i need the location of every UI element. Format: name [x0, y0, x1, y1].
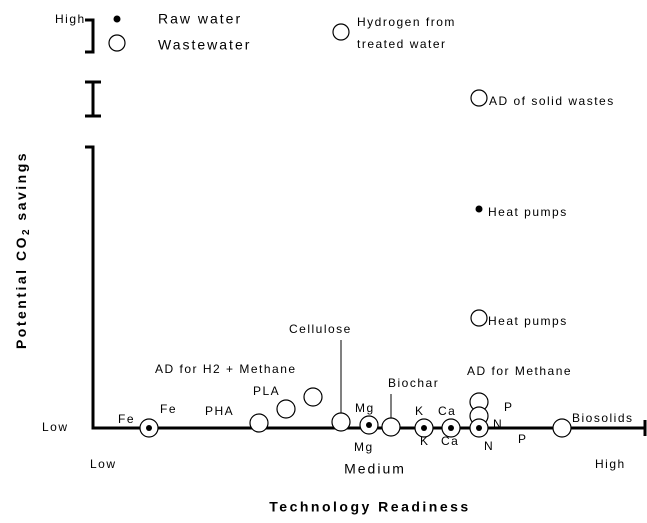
label: Heat pumps — [488, 205, 568, 219]
y-title: Potential CO2 savings — [13, 151, 32, 349]
label: Cellulose — [289, 322, 352, 336]
legend-hydrogen: Hydrogen from — [357, 15, 456, 29]
point — [470, 89, 488, 107]
x-title: Technology Readiness — [269, 499, 470, 515]
label: Fe — [160, 402, 177, 416]
x-medium: Medium — [344, 461, 406, 477]
y-low: Low — [42, 420, 69, 434]
point-dot — [421, 425, 427, 431]
y-title-sub: 2 — [21, 227, 32, 235]
x-low: Low — [90, 457, 117, 471]
y-title-a: Potential CO — [13, 235, 29, 349]
label: Heat pumps — [488, 314, 568, 328]
label: N — [493, 417, 503, 431]
legend-hydrogen: treated water — [357, 37, 447, 51]
label: Biosolids — [572, 411, 634, 425]
point — [470, 309, 488, 327]
point — [331, 412, 351, 432]
point — [303, 387, 323, 407]
y-title-b: savings — [13, 151, 29, 227]
label: Ca — [441, 434, 459, 448]
label: Biochar — [388, 376, 439, 390]
label: P — [518, 432, 528, 446]
label: K — [420, 434, 430, 448]
point-labels: Fe Fe PHA PLA AD for H2 + Methane Cellul… — [118, 94, 634, 454]
label: P — [504, 400, 514, 414]
label: AD for Methane — [467, 364, 572, 378]
point-dot — [448, 425, 454, 431]
legend-circle — [332, 23, 350, 41]
point — [276, 399, 296, 419]
point-dot — [146, 425, 152, 431]
legend-circle — [108, 34, 126, 52]
label: PHA — [205, 404, 234, 418]
x-high: High — [595, 457, 626, 471]
label: AD of solid wastes — [489, 94, 615, 108]
axes — [85, 18, 647, 436]
y-high: High — [55, 12, 86, 26]
point-dot — [366, 422, 372, 428]
label: N — [484, 439, 494, 453]
label: Fe — [118, 412, 135, 426]
legend-dot — [113, 15, 121, 23]
axis-lines — [85, 18, 647, 436]
point — [249, 413, 269, 433]
label: Mg — [354, 440, 374, 454]
point-dot — [475, 205, 483, 213]
legend-raw: Raw water — [158, 11, 242, 27]
label: PLA — [253, 384, 280, 398]
point-dot — [476, 425, 482, 431]
label: AD for H2 + Methane — [155, 362, 297, 376]
label: K — [415, 404, 425, 418]
point — [552, 418, 572, 438]
label: Ca — [438, 404, 456, 418]
legend-waste: Wastewater — [158, 37, 251, 53]
points — [139, 89, 572, 438]
label: Mg — [355, 401, 375, 415]
point — [381, 417, 401, 437]
